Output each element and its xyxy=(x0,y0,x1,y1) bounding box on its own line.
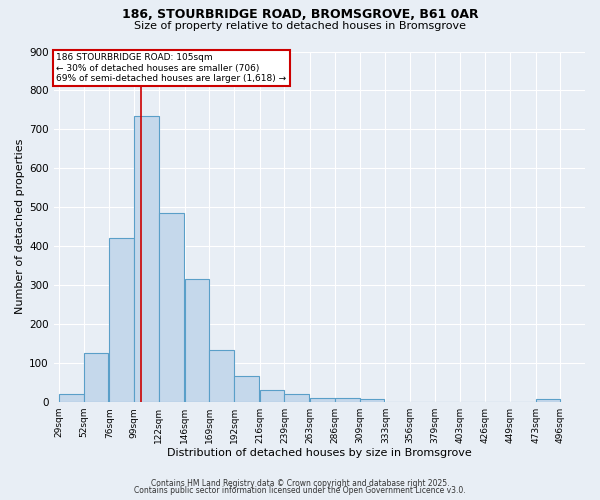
Bar xyxy=(209,350,234,402)
Bar xyxy=(536,399,560,402)
Text: Contains public sector information licensed under the Open Government Licence v3: Contains public sector information licen… xyxy=(134,486,466,495)
Bar xyxy=(185,280,209,402)
Bar xyxy=(284,394,309,402)
Y-axis label: Number of detached properties: Number of detached properties xyxy=(15,139,25,314)
Bar xyxy=(260,390,284,402)
Bar xyxy=(109,238,134,402)
Bar xyxy=(134,116,159,402)
Text: 186 STOURBRIDGE ROAD: 105sqm
← 30% of detached houses are smaller (706)
69% of s: 186 STOURBRIDGE ROAD: 105sqm ← 30% of de… xyxy=(56,54,286,83)
Bar xyxy=(359,399,384,402)
Bar xyxy=(84,354,109,402)
Bar xyxy=(335,398,359,402)
Bar xyxy=(159,213,184,402)
Text: Size of property relative to detached houses in Bromsgrove: Size of property relative to detached ho… xyxy=(134,21,466,31)
Text: Contains HM Land Registry data © Crown copyright and database right 2025.: Contains HM Land Registry data © Crown c… xyxy=(151,478,449,488)
Bar xyxy=(59,394,84,402)
Bar xyxy=(310,398,335,402)
Text: 186, STOURBRIDGE ROAD, BROMSGROVE, B61 0AR: 186, STOURBRIDGE ROAD, BROMSGROVE, B61 0… xyxy=(122,8,478,20)
X-axis label: Distribution of detached houses by size in Bromsgrove: Distribution of detached houses by size … xyxy=(167,448,472,458)
Bar xyxy=(234,376,259,402)
